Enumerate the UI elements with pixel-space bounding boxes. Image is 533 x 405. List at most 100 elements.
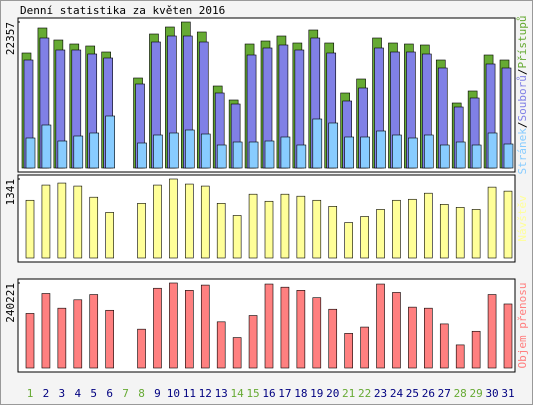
x-tick-label: 1 <box>27 387 34 400</box>
x-tick-label: 29 <box>470 387 483 400</box>
bar <box>200 284 210 369</box>
bar <box>455 207 465 259</box>
bar <box>73 185 83 259</box>
bar <box>344 136 354 169</box>
bar <box>439 323 449 369</box>
bar <box>57 307 67 369</box>
bar <box>41 184 51 259</box>
x-tick-label: 9 <box>154 387 161 400</box>
x-tick-label: 18 <box>294 387 307 400</box>
x-tick-label: 24 <box>390 387 404 400</box>
bar <box>264 140 275 169</box>
bar <box>137 328 146 369</box>
legend: Objem přenosu <box>516 282 529 368</box>
bar <box>471 209 481 259</box>
bar <box>248 141 259 169</box>
x-tick-label: 4 <box>74 387 81 400</box>
bar <box>73 135 84 169</box>
bar <box>73 299 83 369</box>
x-tick-label: 5 <box>90 387 97 400</box>
bar <box>376 283 385 369</box>
bar <box>312 297 322 369</box>
legend: Návštěv <box>516 195 529 242</box>
bar <box>408 137 418 169</box>
bar <box>424 192 433 259</box>
bar <box>232 337 242 369</box>
bar <box>376 130 386 169</box>
bar <box>153 184 162 259</box>
legend-entry: Návštěv <box>516 195 529 242</box>
bar <box>312 199 322 259</box>
x-tick-label: 17 <box>278 387 291 400</box>
bar <box>344 222 353 259</box>
bar <box>232 215 242 259</box>
bar <box>280 193 290 259</box>
bar <box>137 203 146 259</box>
x-tick-label: 12 <box>199 387 212 400</box>
bar <box>424 134 434 169</box>
bar <box>408 198 417 259</box>
bar <box>200 133 211 169</box>
bar <box>344 333 353 369</box>
bar <box>185 129 195 169</box>
bar <box>503 190 513 259</box>
bar <box>105 212 114 259</box>
bar <box>153 134 163 169</box>
legend-entry: Přístupů <box>516 16 529 69</box>
bar <box>376 209 385 259</box>
x-tick-label: 31 <box>501 387 514 400</box>
bar <box>105 115 115 169</box>
bar <box>57 140 68 169</box>
bar <box>280 136 291 169</box>
bar <box>296 195 306 259</box>
legend-separator: / <box>516 69 529 76</box>
bar <box>264 283 274 369</box>
bar <box>57 182 67 259</box>
legend: Stránek/Souborů/Přístupů <box>516 16 529 175</box>
x-tick-label: 25 <box>406 387 419 400</box>
bar <box>312 118 323 169</box>
x-tick-label: 14 <box>231 387 245 400</box>
bar <box>439 144 450 169</box>
y-tick-label: 22357 <box>4 22 17 55</box>
bar <box>41 293 51 369</box>
bar <box>200 185 210 259</box>
bar <box>296 290 306 369</box>
bar <box>392 292 401 369</box>
bar <box>328 308 338 369</box>
bar <box>25 313 35 369</box>
chart-title: Denní statistika za květen 2016 <box>20 4 225 17</box>
bar <box>392 199 401 259</box>
bar <box>25 137 36 169</box>
bar <box>89 294 99 369</box>
bar <box>216 203 226 259</box>
x-tick-label: 11 <box>183 387 196 400</box>
x-tick-label: 15 <box>246 387 259 400</box>
y-tick-label: 240221 <box>4 283 17 323</box>
bar <box>455 344 465 369</box>
bar <box>328 206 338 259</box>
bar <box>487 186 497 259</box>
bar <box>471 330 481 369</box>
x-tick-label: 23 <box>374 387 387 400</box>
x-tick-label: 13 <box>215 387 228 400</box>
bar <box>360 136 370 169</box>
legend-separator: / <box>516 121 529 128</box>
bar <box>424 307 433 369</box>
bar <box>232 141 243 169</box>
bar <box>328 122 339 169</box>
bar <box>248 315 258 369</box>
bar <box>455 141 466 169</box>
bar <box>392 134 402 169</box>
bar <box>487 294 497 369</box>
x-tick-label: 19 <box>310 387 323 400</box>
bar <box>137 142 147 169</box>
bar <box>280 286 290 369</box>
bar <box>185 290 194 369</box>
bar <box>105 309 114 369</box>
bar <box>439 204 449 259</box>
x-tick-label: 6 <box>106 387 113 400</box>
bar <box>264 200 274 259</box>
